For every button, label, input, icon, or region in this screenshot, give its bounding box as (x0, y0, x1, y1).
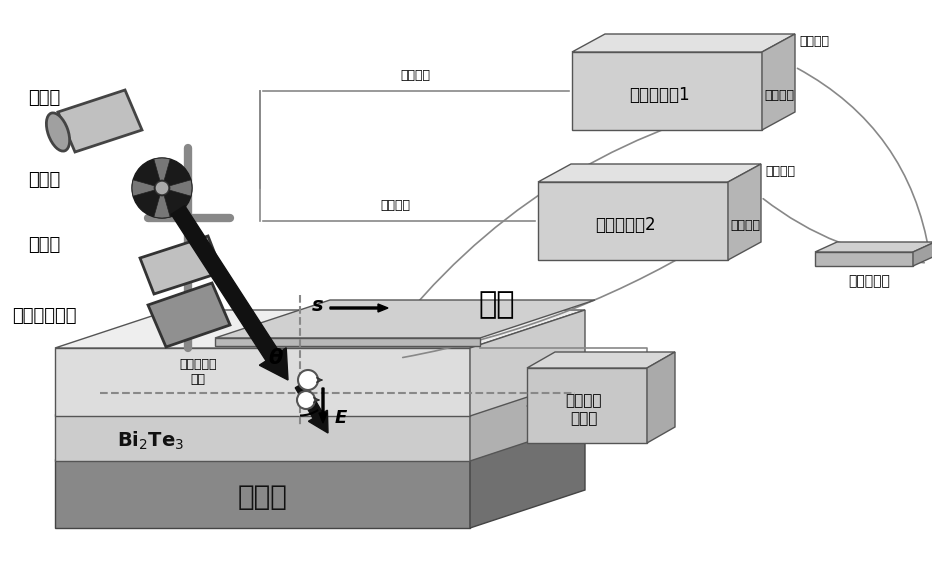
Polygon shape (215, 300, 595, 338)
Polygon shape (572, 52, 762, 130)
Polygon shape (538, 164, 761, 182)
Text: 激光器: 激光器 (28, 89, 61, 107)
Text: 信号输出: 信号输出 (765, 165, 795, 178)
Polygon shape (470, 310, 585, 416)
Text: θ: θ (268, 348, 283, 368)
Polygon shape (527, 352, 675, 368)
Polygon shape (154, 196, 171, 218)
Polygon shape (55, 348, 470, 416)
Text: 硅衬底: 硅衬底 (238, 483, 287, 511)
Polygon shape (647, 352, 675, 443)
Circle shape (297, 391, 315, 409)
Circle shape (155, 181, 169, 195)
Polygon shape (55, 415, 470, 461)
Polygon shape (55, 377, 585, 415)
Text: 数据采集卡: 数据采集卡 (848, 274, 890, 288)
Text: 自旋极化的
电子: 自旋极化的 电子 (179, 358, 217, 386)
Polygon shape (470, 422, 585, 528)
Polygon shape (140, 236, 222, 294)
FancyArrow shape (295, 382, 328, 433)
Polygon shape (154, 158, 171, 180)
Polygon shape (148, 283, 230, 347)
Polygon shape (55, 422, 585, 460)
Text: 斩波器: 斩波器 (28, 171, 61, 189)
Text: s: s (311, 295, 323, 315)
Text: 参考频率: 参考频率 (380, 199, 410, 212)
Ellipse shape (47, 113, 70, 151)
FancyArrow shape (171, 205, 288, 380)
Text: Bi$_2$Te$_3$: Bi$_2$Te$_3$ (117, 430, 185, 452)
Text: 锁相放大器1: 锁相放大器1 (629, 86, 690, 104)
Polygon shape (572, 34, 795, 52)
Text: 信号输出: 信号输出 (799, 35, 829, 48)
Polygon shape (527, 368, 647, 443)
Text: 起偏器: 起偏器 (28, 236, 61, 254)
Polygon shape (538, 182, 728, 260)
Text: 电流前置
放大器: 电流前置 放大器 (566, 393, 602, 426)
Text: E: E (335, 409, 348, 427)
Polygon shape (55, 460, 470, 528)
Text: 信号输入: 信号输入 (730, 218, 760, 232)
Polygon shape (913, 242, 932, 266)
Polygon shape (815, 252, 913, 266)
Polygon shape (470, 377, 585, 461)
Circle shape (298, 370, 318, 390)
Polygon shape (815, 242, 932, 252)
Text: 参考频率: 参考频率 (400, 69, 430, 82)
Polygon shape (55, 310, 585, 348)
Circle shape (132, 158, 192, 218)
Text: 电极: 电极 (478, 291, 514, 320)
Text: 信号输入: 信号输入 (764, 89, 794, 101)
FancyArrow shape (319, 388, 327, 423)
FancyArrow shape (330, 304, 388, 312)
Polygon shape (728, 164, 761, 260)
Text: 锁相放大器2: 锁相放大器2 (595, 216, 655, 234)
Polygon shape (170, 180, 192, 196)
Polygon shape (132, 180, 155, 196)
Polygon shape (215, 338, 480, 346)
Polygon shape (58, 90, 142, 152)
Polygon shape (762, 34, 795, 130)
Text: 光弹性调制器: 光弹性调制器 (12, 307, 76, 325)
